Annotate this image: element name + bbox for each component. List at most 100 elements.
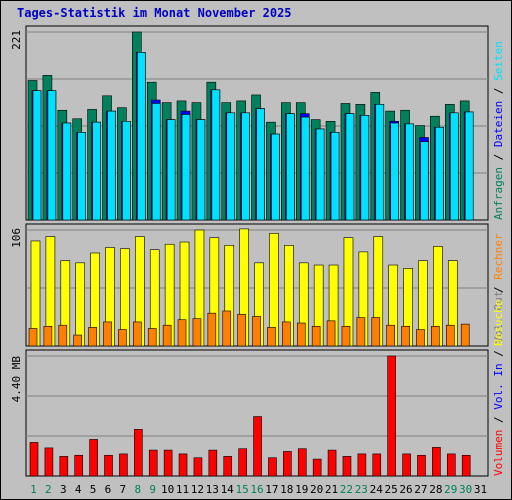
x-tick-label-day-15: 15 (235, 483, 248, 496)
bar-volumen-day-23 (357, 453, 367, 477)
bar-volumen-day-4 (74, 454, 84, 477)
bar-rechner-day-25 (386, 324, 395, 347)
x-tick-label-day-24: 24 (370, 483, 384, 496)
bar-seiten-day-22 (345, 113, 355, 221)
x-tick-label-day-21: 21 (325, 483, 338, 496)
bar-volumen-day-8 (134, 429, 143, 477)
bar-volumen-day-19 (297, 448, 307, 477)
x-tick-label-day-4: 4 (75, 483, 82, 496)
bar-seiten-day-21 (330, 132, 340, 221)
x-tick-label-day-16: 16 (250, 483, 263, 496)
bar-seiten-day-10 (166, 119, 176, 221)
x-tick-label-day-23: 23 (355, 483, 368, 496)
x-tick-label-day-13: 13 (206, 483, 219, 496)
bar-rechner-day-8 (133, 321, 142, 347)
bar-rechner-day-30 (460, 323, 470, 347)
bar-rechner-day-14 (222, 310, 232, 347)
bar-rechner-day-13 (207, 312, 217, 347)
bar-rechner-day-21 (326, 320, 336, 347)
x-tick-label-day-28: 28 (429, 483, 442, 496)
bar-volumen-day-27 (417, 454, 426, 477)
bar-volumen-day-18 (283, 451, 292, 477)
bar-seiten-day-19 (300, 116, 310, 221)
bar-volumen-day-13 (208, 449, 218, 477)
bar-seiten-day-9 (151, 103, 161, 221)
chart-title: Tages-Statistik im Monat November 2025 (17, 6, 292, 20)
bar-volumen-day-17 (268, 457, 277, 477)
legend-entry-vol-in: Vol. In (492, 363, 505, 409)
bar-seiten-day-1 (32, 90, 42, 221)
bar-volumen-day-20 (312, 458, 322, 477)
bar-volumen-day-15 (238, 448, 247, 477)
bar-seiten-day-13 (211, 89, 221, 221)
bar-seiten-day-3 (62, 122, 72, 221)
bar-seiten-day-17 (271, 133, 280, 221)
y-max-label-top: 221 (10, 30, 23, 50)
legend-middle: Besuche / Rechner (492, 233, 505, 346)
x-tick-label-day-6: 6 (105, 483, 112, 496)
bar-volumen-day-3 (59, 456, 69, 477)
y-max-label-middle: 106 (10, 228, 23, 248)
bar-rechner-day-9 (147, 328, 157, 347)
bar-volumen-day-1 (29, 442, 39, 477)
bar-rechner-day-28 (431, 326, 440, 347)
x-tick-label-day-8: 8 (134, 483, 141, 496)
bar-volumen-day-11 (178, 453, 188, 477)
bar-volumen-day-12 (193, 457, 203, 477)
bar-besuche-day-4 (75, 262, 86, 347)
legend-entry-dateien: Dateien (492, 101, 505, 147)
bar-seiten-day-2 (47, 90, 57, 221)
bar-volumen-day-7 (119, 453, 128, 477)
bar-volumen-day-21 (327, 449, 337, 477)
legend-separator: / (492, 147, 505, 167)
bar-volumen-day-16 (253, 416, 262, 477)
bar-seiten-day-24 (375, 104, 385, 221)
bar-volumen-day-26 (402, 453, 411, 477)
bar-seiten-day-26 (405, 123, 414, 221)
bar-rechner-day-19 (296, 322, 306, 347)
x-tick-label-day-5: 5 (90, 483, 97, 496)
x-tick-label-day-7: 7 (120, 483, 127, 496)
bar-seiten-day-15 (241, 112, 250, 221)
legend-entry-besuche: Besuche (492, 300, 505, 346)
x-tick-label-day-19: 19 (295, 483, 308, 496)
bar-seiten-day-5 (92, 121, 101, 221)
bar-rechner-day-12 (192, 318, 202, 347)
legend-entry-volumen: Volumen (492, 430, 505, 476)
x-tick-label-day-11: 11 (176, 483, 189, 496)
x-tick-label-day-14: 14 (221, 483, 235, 496)
bar-rechner-day-27 (416, 329, 425, 347)
bar-volumen-day-30 (461, 454, 471, 477)
bar-rechner-day-3 (58, 324, 68, 347)
x-tick-label-day-22: 22 (340, 483, 353, 496)
legend-entry-rechner: Rechner (492, 233, 505, 280)
bar-rechner-day-23 (356, 317, 366, 347)
bar-seiten-day-28 (435, 126, 444, 221)
bar-volumen-day-29 (446, 453, 456, 477)
bar-rechner-day-1 (28, 328, 38, 347)
x-tick-label-day-3: 3 (60, 483, 67, 496)
bar-rechner-day-7 (118, 329, 127, 347)
bar-rechner-day-2 (43, 326, 53, 347)
bar-volumen-day-6 (104, 454, 113, 477)
bar-rechner-day-20 (311, 326, 321, 347)
bar-rechner-day-11 (177, 319, 187, 347)
bar-seiten-day-27 (420, 141, 429, 221)
bar-rechner-day-17 (267, 327, 276, 347)
bar-seiten-day-8 (137, 52, 146, 221)
bar-volumen-day-25 (387, 355, 396, 477)
x-tick-label-day-27: 27 (414, 483, 427, 496)
bar-seiten-day-14 (226, 112, 236, 221)
bar-volumen-day-2 (44, 447, 54, 477)
bar-volumen-day-14 (223, 456, 233, 477)
x-tick-label-day-31: 31 (474, 483, 487, 496)
x-tick-label-day-12: 12 (191, 483, 204, 496)
legend-entry-anfragen: Anfragen (492, 167, 505, 220)
x-tick-label-day-30: 30 (459, 483, 472, 496)
x-tick-label-day-29: 29 (444, 483, 457, 496)
legend-entry-vol-out: Vol. Out (492, 291, 505, 344)
bar-seiten-day-16 (256, 108, 265, 221)
bar-rechner-day-24 (371, 317, 381, 347)
x-tick-label-day-18: 18 (280, 483, 293, 496)
legend-top: Anfragen / Dateien / Seiten (492, 41, 505, 220)
